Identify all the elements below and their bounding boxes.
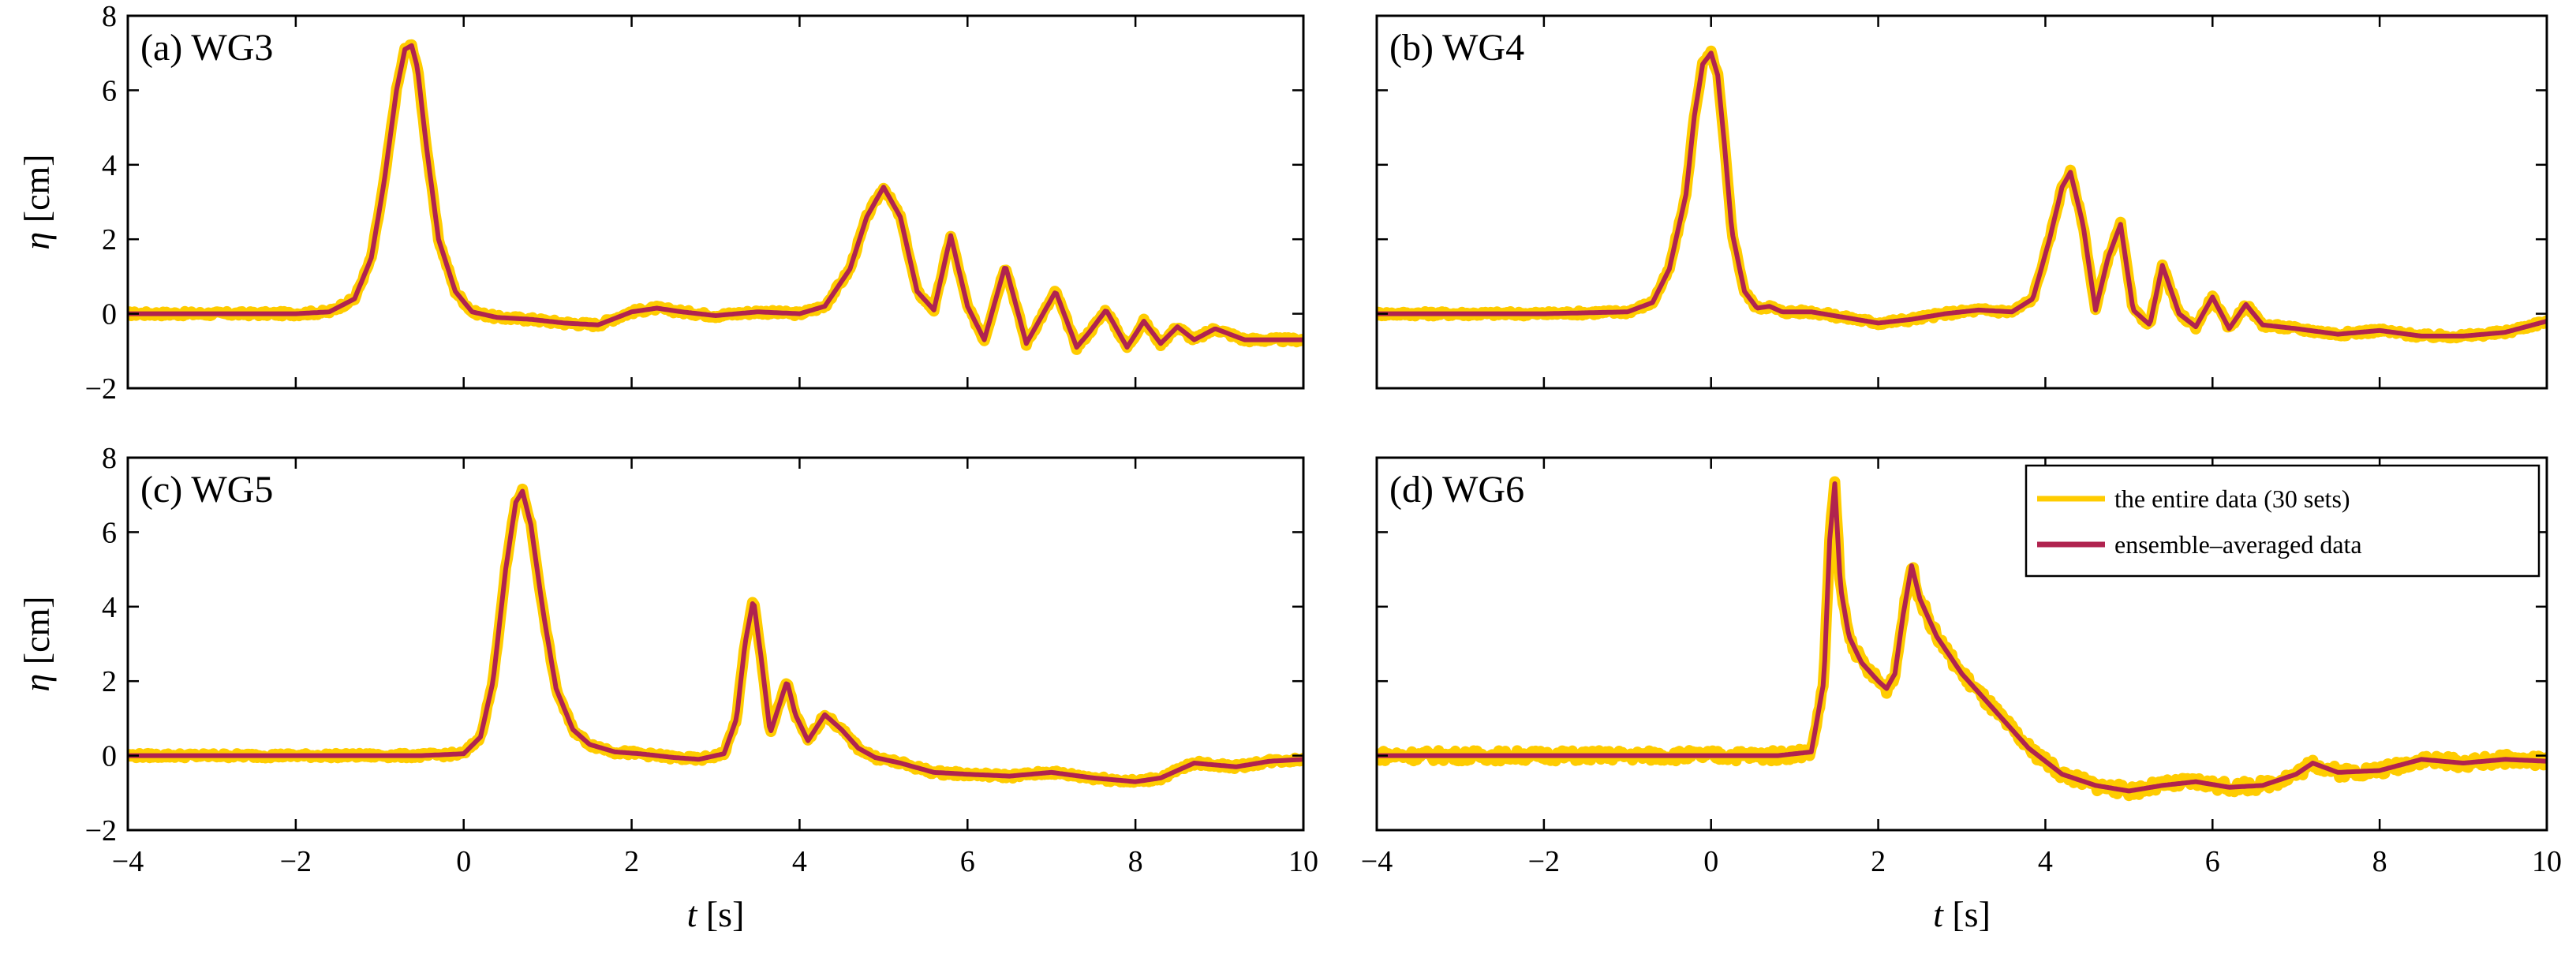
axes-frame — [126, 456, 1305, 832]
y-tick-label: 8 — [102, 0, 117, 33]
y-tick-label: 6 — [102, 74, 117, 107]
y-axis-unit: [cm] — [17, 154, 57, 223]
x-axis-label: t [s] — [687, 894, 745, 934]
x-axis-unit: [s] — [1952, 894, 1991, 934]
x-tick-label: 2 — [1871, 845, 1886, 878]
series-entire-data-line — [1377, 45, 2547, 344]
y-tick-label: −2 — [85, 372, 117, 406]
x-tick-label: 4 — [2038, 845, 2053, 878]
x-tick-label: −2 — [280, 845, 312, 878]
series-ensemble-averaged-line — [128, 488, 1303, 784]
panel-4: −4 −2 0 2 4 6 8 10 t [s] (d) WG6 the entire data (… — [1361, 456, 2562, 934]
x-axis-var: t — [687, 894, 706, 934]
y-tick-label: 0 — [102, 740, 117, 773]
y-axis-var: η — [17, 664, 57, 691]
series-group — [128, 39, 1303, 355]
axes-frame — [126, 14, 1305, 390]
panel-label: (a) WG3 — [140, 27, 273, 69]
x-axis-unit: [s] — [706, 894, 745, 934]
x-tick-label: −4 — [1361, 845, 1393, 878]
x-tick-label: −2 — [1528, 845, 1560, 878]
y-tick-label: 4 — [102, 149, 117, 182]
y-tick-label: 4 — [102, 591, 117, 624]
y-axis-var: η — [17, 223, 57, 249]
y-tick-label: 8 — [102, 442, 117, 475]
x-tick-label: −4 — [112, 845, 144, 878]
axes-frame — [1375, 14, 2548, 390]
y-tick-label: 2 — [102, 223, 117, 256]
x-axis-label: t [s] — [1933, 894, 1991, 934]
y-axis-label: η [cm] — [17, 596, 57, 691]
x-tick-label: 6 — [960, 845, 975, 878]
panel-2: (b) WG4 — [1375, 14, 2548, 390]
x-tick-label: 0 — [1703, 845, 1718, 878]
x-tick-label: 8 — [1128, 845, 1143, 878]
x-tick-label: 6 — [2205, 845, 2220, 878]
x-tick-label: 8 — [2372, 845, 2387, 878]
x-tick-label: 4 — [792, 845, 807, 878]
x-axis-var: t — [1933, 894, 1952, 934]
y-tick-label: 6 — [102, 516, 117, 549]
y-axis-label: η [cm] — [17, 154, 57, 249]
panel-label: (d) WG6 — [1389, 469, 1524, 511]
series-group — [128, 483, 1303, 788]
y-tick-label: 0 — [102, 298, 117, 331]
x-tick-label: 0 — [456, 845, 471, 878]
y-axis-unit: [cm] — [17, 596, 57, 664]
series-entire-data-line — [128, 39, 1303, 355]
panel-label: (b) WG4 — [1389, 27, 1524, 69]
legend-label-ensemble: ensemble–averaged data — [2114, 530, 2362, 559]
series-ensemble-averaged-line — [1377, 481, 2547, 794]
series-ensemble-averaged-line — [128, 43, 1303, 350]
x-tick-label: 2 — [624, 845, 639, 878]
legend-box — [2025, 464, 2540, 578]
legend-label-entire: the entire data (30 sets) — [2114, 484, 2350, 513]
legend: the entire data (30 sets) ensemble–averag… — [2025, 464, 2540, 578]
y-tick-label: 2 — [102, 665, 117, 698]
y-tick-label: −2 — [85, 814, 117, 847]
series-ensemble-averaged-line — [1377, 51, 2547, 339]
x-tick-label: 10 — [1288, 845, 1318, 878]
panel-label: (c) WG5 — [140, 469, 273, 511]
axes-frame — [1375, 456, 2548, 832]
panel-1: −2 0 2 4 6 8 η [cm] (a) WG3 — [17, 0, 1305, 406]
series-group — [1377, 476, 2547, 802]
series-group — [1377, 45, 2547, 344]
series-entire-data-line — [128, 483, 1303, 788]
x-tick-label: 10 — [2532, 845, 2562, 878]
